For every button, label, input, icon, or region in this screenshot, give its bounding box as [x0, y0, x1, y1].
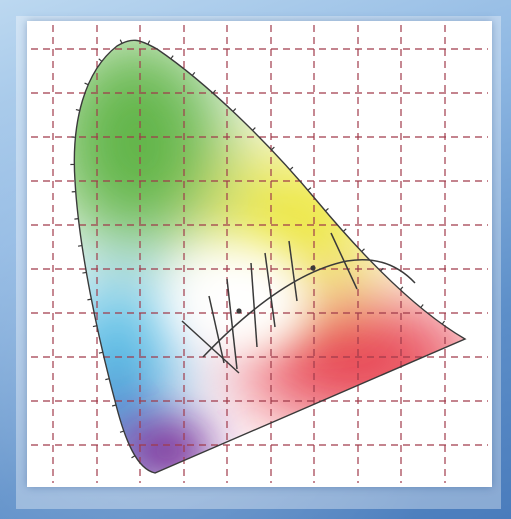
- wavelength-tick: [232, 108, 237, 112]
- white-point-region: [172, 246, 312, 356]
- wavelength-tick: [361, 248, 365, 253]
- wavelength-tick: [119, 430, 124, 433]
- wavelength-tick: [87, 298, 92, 301]
- wavelength-tick: [307, 187, 312, 191]
- wavelength-tick: [111, 404, 117, 407]
- isotemperature-line: [208, 295, 225, 364]
- isotemperature-lines: [181, 232, 358, 374]
- wavelength-tick: [77, 244, 83, 247]
- wavelength-tick: [420, 304, 424, 309]
- wavelength-tick: [342, 228, 347, 232]
- wavelength-tick: [191, 72, 196, 76]
- marked-point: [310, 265, 316, 271]
- wavelength-tick: [98, 351, 103, 354]
- planckian-locus: [202, 259, 416, 358]
- marked-point: [236, 308, 242, 314]
- wavelength-tick: [289, 166, 294, 171]
- wavelength-tick: [170, 55, 174, 60]
- isotemperature-line: [264, 252, 276, 328]
- wavelength-tick: [441, 320, 446, 325]
- wavelength-tick: [271, 146, 275, 151]
- wavelength-tick: [325, 207, 329, 212]
- diagram-panel: [27, 21, 492, 487]
- wavelength-tick: [75, 109, 80, 112]
- wavelength-tick: [84, 82, 89, 86]
- wavelength-tick: [131, 455, 136, 459]
- wavelength-tick: [119, 39, 123, 44]
- isotemperature-line: [330, 232, 358, 290]
- wavelength-tick: [98, 58, 103, 62]
- wavelength-tick: [82, 271, 87, 274]
- wavelength-tick: [105, 378, 110, 381]
- isotemperature-line: [288, 240, 298, 302]
- isotemperature-line: [250, 262, 258, 348]
- wavelength-ticks: [70, 39, 446, 459]
- wavelength-tick: [252, 127, 256, 131]
- grid-lines: [31, 25, 488, 483]
- wavelength-tick: [380, 267, 384, 272]
- isotemperature-line: [226, 278, 238, 370]
- spectral-locus-outline: [73, 39, 467, 474]
- isotemperature-line: [181, 320, 240, 374]
- green-region: [74, 40, 227, 251]
- violet-region: [122, 421, 212, 473]
- marked-points: [236, 265, 316, 314]
- wavelength-tick: [212, 89, 217, 94]
- chromaticity-diagram: [31, 25, 488, 483]
- wavelength-tick: [399, 286, 404, 291]
- wavelength-tick: [92, 325, 97, 328]
- wavelength-tick: [147, 40, 151, 45]
